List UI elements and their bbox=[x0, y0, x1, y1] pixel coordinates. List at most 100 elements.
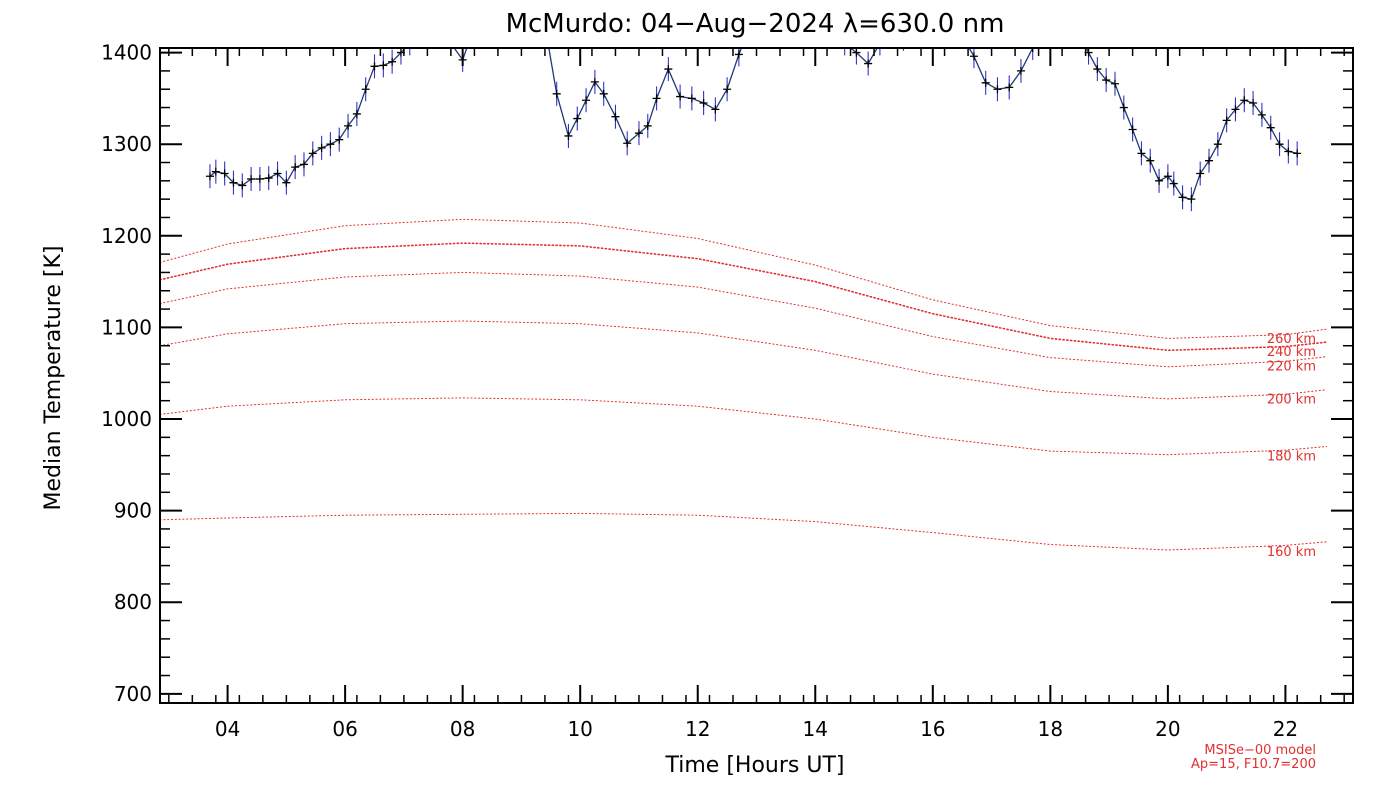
y-tick-label: 700 bbox=[114, 682, 152, 706]
model-label-220-km: 220 km bbox=[1267, 360, 1316, 375]
x-tick-label: 06 bbox=[332, 717, 357, 741]
model-label-160-km: 160 km bbox=[1267, 545, 1316, 560]
data-point bbox=[1205, 156, 1214, 165]
x-tick-label: 18 bbox=[1038, 717, 1063, 741]
data-point bbox=[993, 85, 1002, 94]
data-point bbox=[1240, 96, 1249, 105]
data-point bbox=[1119, 103, 1128, 112]
data-point bbox=[247, 175, 256, 183]
y-tick-label: 1400 bbox=[101, 41, 152, 65]
data-point bbox=[711, 105, 720, 114]
model-label-180-km: 180 km bbox=[1267, 450, 1316, 465]
data-point bbox=[1275, 140, 1284, 149]
data-point bbox=[981, 78, 990, 87]
model-curve-220-km bbox=[160, 271, 1328, 368]
data-point bbox=[1213, 140, 1222, 149]
model-curve-160-km bbox=[160, 512, 1328, 551]
data-point bbox=[1040, 32, 1048, 40]
x-tick-label: 10 bbox=[567, 717, 592, 741]
y-tick-label: 1200 bbox=[101, 224, 152, 248]
data-point bbox=[1137, 149, 1146, 158]
data-point bbox=[564, 131, 573, 140]
data-point bbox=[1257, 110, 1266, 119]
x-tick-label: 14 bbox=[803, 717, 828, 741]
data-point bbox=[1093, 65, 1102, 74]
data-point bbox=[643, 121, 652, 130]
data-point bbox=[1005, 83, 1014, 92]
x-tick-label: 12 bbox=[685, 717, 710, 741]
data-point bbox=[467, 30, 475, 38]
x-axis-label: Time [Hours UT] bbox=[665, 753, 845, 778]
data-point bbox=[273, 169, 282, 178]
model-label-260-km: 260 km bbox=[1267, 332, 1316, 347]
y-tick-label: 1000 bbox=[101, 407, 152, 431]
data-point bbox=[264, 174, 273, 183]
data-point bbox=[1128, 125, 1137, 134]
data-point bbox=[676, 92, 685, 101]
data-point bbox=[361, 85, 370, 94]
data-point bbox=[1222, 116, 1231, 125]
data-point bbox=[876, 39, 884, 47]
measured-temperature-line bbox=[209, 48, 1298, 200]
model-curve-260-km bbox=[160, 218, 1328, 339]
y-tick-label: 900 bbox=[114, 499, 152, 523]
y-axis-label: Median Temperature [K] bbox=[41, 246, 66, 511]
model-curve-200-km bbox=[160, 320, 1328, 400]
data-point bbox=[326, 140, 335, 149]
model-parameters-note: Ap=15, F10.7=200 bbox=[1191, 757, 1316, 772]
data-point bbox=[1187, 195, 1196, 204]
model-curve-180-km bbox=[160, 397, 1328, 456]
data-point bbox=[1163, 172, 1172, 181]
data-point bbox=[229, 178, 238, 187]
data-point bbox=[1293, 149, 1302, 158]
data-point bbox=[734, 50, 743, 59]
data-point bbox=[969, 52, 978, 61]
data-point bbox=[852, 48, 861, 57]
data-point bbox=[291, 163, 300, 172]
model-label-200-km: 200 km bbox=[1267, 393, 1316, 408]
data-point bbox=[335, 135, 344, 144]
data-point bbox=[723, 85, 732, 94]
x-tick-label: 20 bbox=[1155, 717, 1180, 741]
model-note: MSISe−00 model bbox=[1204, 743, 1316, 758]
data-point bbox=[205, 172, 214, 181]
data-point bbox=[652, 94, 661, 103]
data-point bbox=[447, 39, 455, 47]
data-point bbox=[238, 181, 247, 190]
data-point bbox=[435, 30, 443, 38]
y-tick-label: 1100 bbox=[101, 315, 152, 339]
data-point bbox=[370, 62, 379, 71]
data-point bbox=[1146, 156, 1155, 165]
data-point bbox=[308, 149, 317, 158]
data-point bbox=[1266, 123, 1275, 132]
model-curve-240-km bbox=[160, 242, 1328, 352]
model-label-240-km: 240 km bbox=[1267, 345, 1316, 360]
x-tick-label: 04 bbox=[215, 717, 240, 741]
data-point bbox=[1028, 48, 1037, 52]
data-point bbox=[573, 114, 582, 123]
data-point bbox=[476, 0, 484, 2]
data-point bbox=[1076, 30, 1084, 38]
data-point bbox=[282, 178, 291, 187]
data-point bbox=[552, 89, 561, 98]
x-tick-label: 22 bbox=[1273, 717, 1298, 741]
data-point bbox=[841, 39, 849, 47]
data-point bbox=[379, 61, 388, 70]
data-point bbox=[211, 167, 220, 176]
x-tick-label: 16 bbox=[920, 717, 945, 741]
data-point bbox=[582, 96, 591, 105]
data-point bbox=[687, 94, 696, 103]
y-tick-label: 800 bbox=[114, 590, 152, 614]
x-tick-label: 08 bbox=[450, 717, 475, 741]
data-point bbox=[1231, 105, 1240, 114]
data-point bbox=[415, 30, 423, 38]
chart-title: McMurdo: 04−Aug−2024 λ=630.0 nm bbox=[506, 9, 1005, 39]
data-point bbox=[699, 98, 708, 107]
data-point bbox=[590, 77, 599, 86]
data-point bbox=[1178, 193, 1187, 202]
data-point bbox=[352, 109, 361, 118]
data-point bbox=[1102, 76, 1111, 85]
